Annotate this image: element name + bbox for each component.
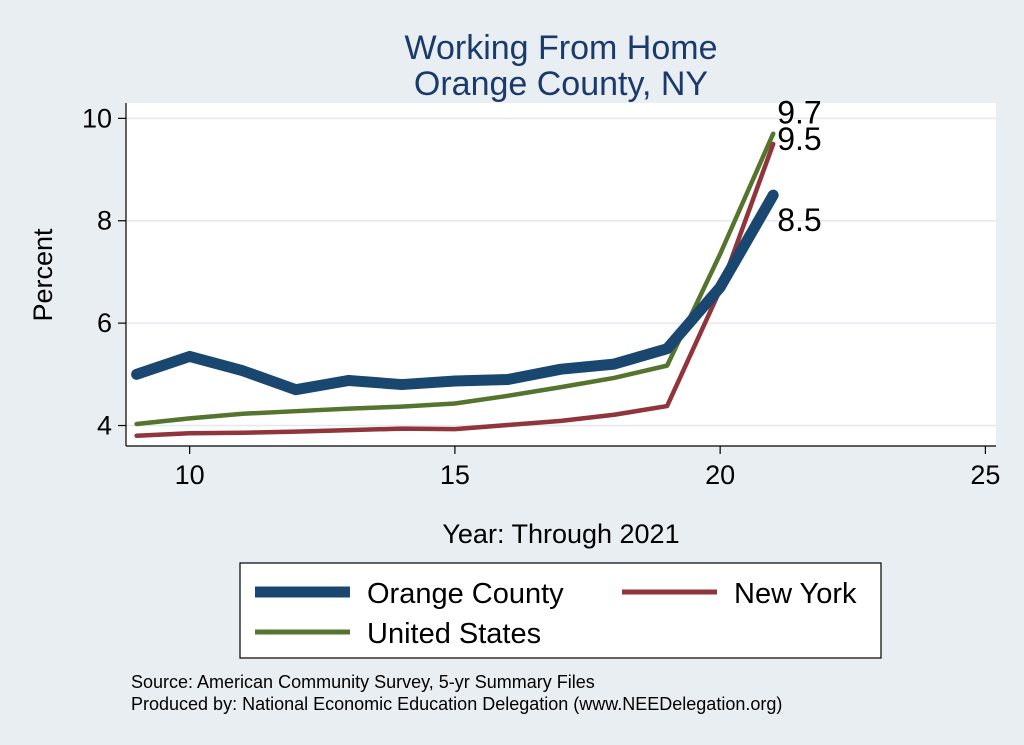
- x-tick-label: 10: [175, 460, 205, 490]
- series-line-orange-county: [131, 189, 779, 396]
- series-lines: [131, 131, 779, 439]
- end-labels: 8.5 9.59.7: [777, 95, 821, 238]
- producer-note: Produced by: National Economic Education…: [131, 694, 782, 714]
- legend-label-orange-county: Orange County: [367, 578, 564, 610]
- axes: 4 6 8 10 10 15 20 25: [82, 103, 1000, 490]
- end-label-new-york: 9.5: [777, 121, 821, 157]
- grid-lines: [126, 117, 996, 427]
- series-line-united-states: [134, 131, 776, 427]
- y-tick-label: 4: [97, 411, 112, 441]
- legend-label-united-states: United States: [367, 618, 541, 650]
- x-axis-label: Year: Through 2021: [442, 519, 679, 549]
- chart-title-line-2: Orange County, NY: [414, 65, 708, 103]
- plot-area: [126, 103, 996, 446]
- y-tick-label: 6: [97, 308, 112, 338]
- x-tick-label: 20: [705, 460, 735, 490]
- source-note: Source: American Community Survey, 5-yr …: [131, 672, 595, 692]
- end-label-orange-county: 8.5: [777, 202, 821, 238]
- legend: Orange County New York United States: [255, 578, 857, 650]
- y-tick-label: 8: [97, 206, 112, 236]
- y-tick-label: 10: [82, 103, 112, 133]
- end-label-united-states: 9.7: [777, 95, 821, 131]
- y-axis-label: Percent: [28, 228, 58, 322]
- legend-box: [239, 562, 882, 659]
- legend-label-new-york: New York: [734, 578, 857, 610]
- series-line-new-york: [134, 141, 776, 439]
- x-tick-label: 25: [970, 460, 1000, 490]
- x-tick-label: 15: [440, 460, 470, 490]
- chart-title-line-1: Working From Home: [405, 29, 718, 67]
